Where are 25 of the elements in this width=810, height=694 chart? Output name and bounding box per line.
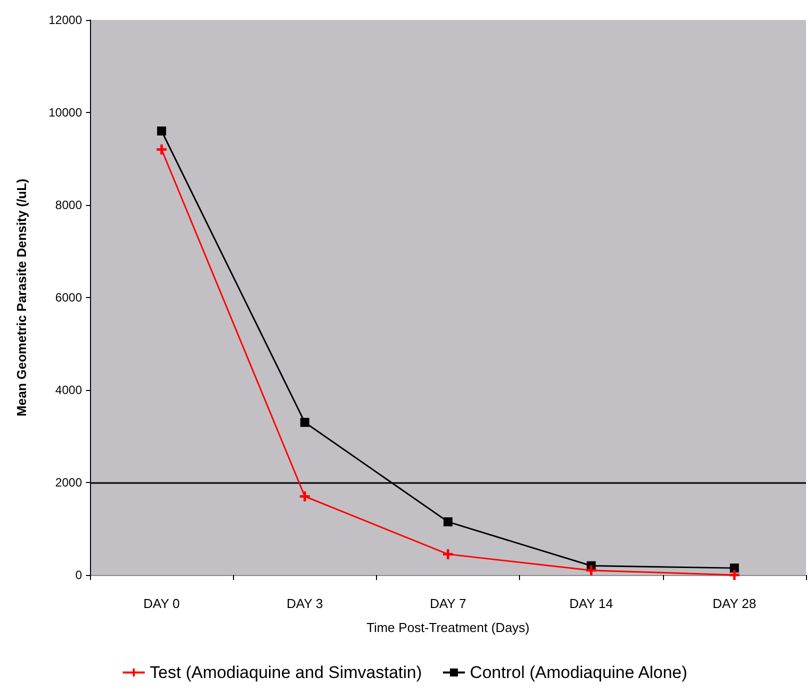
point [155,143,168,156]
point [157,126,166,136]
x-tick-label: DAY 14 [569,596,614,611]
x-tick-label: DAY 0 [143,596,180,611]
y-tick-label: 4000 [55,383,82,397]
y-axis-title: Mean Geometric Parasite Density (/uL) [14,178,29,416]
x-axis-title: Time Post-Treatment (Days) [366,620,530,635]
x-tick-label: DAY 28 [712,596,756,611]
y-tick-label: 2000 [55,476,82,490]
y-tick-label: 6000 [55,290,82,304]
point [298,490,312,503]
x-tick-label: DAY 3 [286,596,323,611]
y-tick-label: 0 [75,568,82,582]
point [730,564,739,573]
point [584,564,598,577]
point [728,568,741,582]
x-tick-label: DAY 7 [430,596,466,611]
y-tick-label: 8000 [55,198,82,212]
legend-label: Test (Amodiaquine and Simvastatin) [150,663,422,682]
y-tick-label: 12000 [48,13,82,27]
y-tick-label: 10000 [48,106,82,120]
point [444,517,452,526]
legend-label: Control (Amodiaquine Alone) [470,663,688,682]
point [442,548,454,560]
point [300,418,310,427]
